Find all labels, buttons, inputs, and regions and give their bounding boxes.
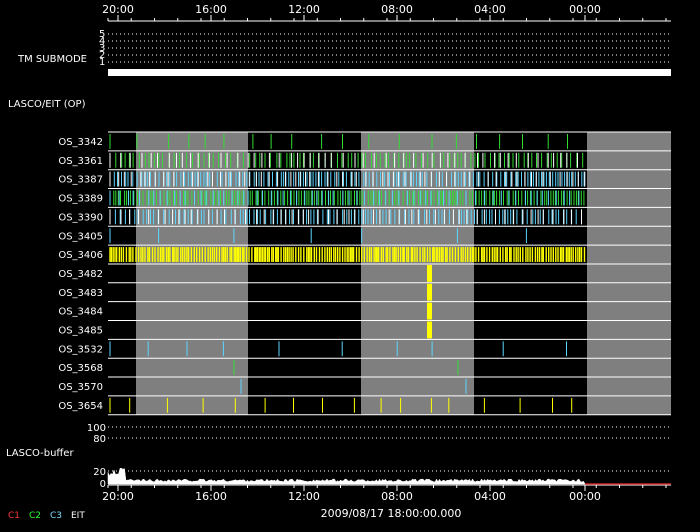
channel-label: OS_3405: [58, 231, 103, 242]
bottom-time-label: 16:00: [195, 490, 227, 503]
bottom-time-label: 00:00: [569, 490, 601, 503]
channel-label: OS_3406: [58, 250, 103, 261]
channel-label: OS_3568: [58, 363, 103, 374]
bottom-time-label: 04:00: [474, 490, 506, 503]
channel-label: OS_3389: [58, 194, 103, 205]
section-label: LASCO/EIT (OP): [8, 99, 86, 110]
buffer-level-label: 20: [93, 467, 106, 478]
date-label: 2009/08/17 18:00:00.000: [320, 507, 462, 520]
channel-event-block: [427, 302, 432, 320]
channel-label: OS_3570: [58, 382, 103, 393]
tm-level-label: 1: [99, 57, 105, 68]
legend-item: C3: [50, 511, 63, 521]
channel-label: OS_3387: [58, 175, 103, 186]
channel-label: OS_3484: [58, 307, 103, 318]
channels-panel: LASCO/EIT (OP) OS_3342 OS_3361 OS_3387 OS_33…: [8, 99, 671, 416]
tm-level-label: 2: [99, 50, 105, 61]
tm-level-label: 5: [99, 29, 105, 40]
top-time-label: 04:00: [474, 3, 506, 16]
channel-label: OS_3654: [58, 401, 103, 412]
buffer-level-label: 100: [87, 423, 106, 434]
top-time-label: 20:00: [102, 3, 134, 16]
channel-label: OS_3483: [58, 288, 103, 299]
channel-label: OS_3482: [58, 269, 103, 280]
channel-label: OS_3361: [58, 156, 103, 167]
top-time-label: 08:00: [381, 3, 413, 16]
tm-level-label: 4: [99, 36, 105, 47]
gray-band: [361, 132, 474, 415]
top-time-axis: 20:00 16:00 12:00 08:00 04:00 00:00: [102, 3, 671, 22]
tm-submode-label: TM SUBMODE: [17, 54, 87, 65]
channel-event-block: [427, 264, 432, 282]
buffer-label: LASCO-buffer: [6, 448, 74, 459]
bottom-time-label: 12:00: [288, 490, 320, 503]
tm-level-label: 3: [99, 43, 105, 54]
legend-item: C1: [8, 511, 21, 521]
channel-label: OS_3532: [58, 344, 103, 355]
tm-submode-bar: [108, 69, 671, 76]
buffer-trace: [107, 468, 586, 485]
top-time-label: 16:00: [195, 3, 227, 16]
buffer-level-label: 80: [93, 434, 106, 445]
buffer-level-label: 0: [100, 479, 106, 490]
legend-item: EIT: [71, 511, 85, 521]
legend-item: C2: [29, 511, 42, 521]
top-time-label: 12:00: [288, 3, 320, 16]
bottom-time-label: 20:00: [102, 490, 134, 503]
gray-band: [587, 132, 671, 415]
channel-event-block: [427, 283, 432, 301]
top-time-label: 00:00: [569, 3, 601, 16]
channel-label: OS_3390: [58, 212, 103, 223]
channel-label: OS_3485: [58, 326, 103, 337]
bottom-time-label: 08:00: [381, 490, 413, 503]
bottom-time-axis: 20:00 16:00 12:00 08:00 04:00 00:00: [102, 484, 671, 503]
channel-label: OS_3342: [58, 137, 103, 148]
channel-event-block: [427, 321, 432, 339]
